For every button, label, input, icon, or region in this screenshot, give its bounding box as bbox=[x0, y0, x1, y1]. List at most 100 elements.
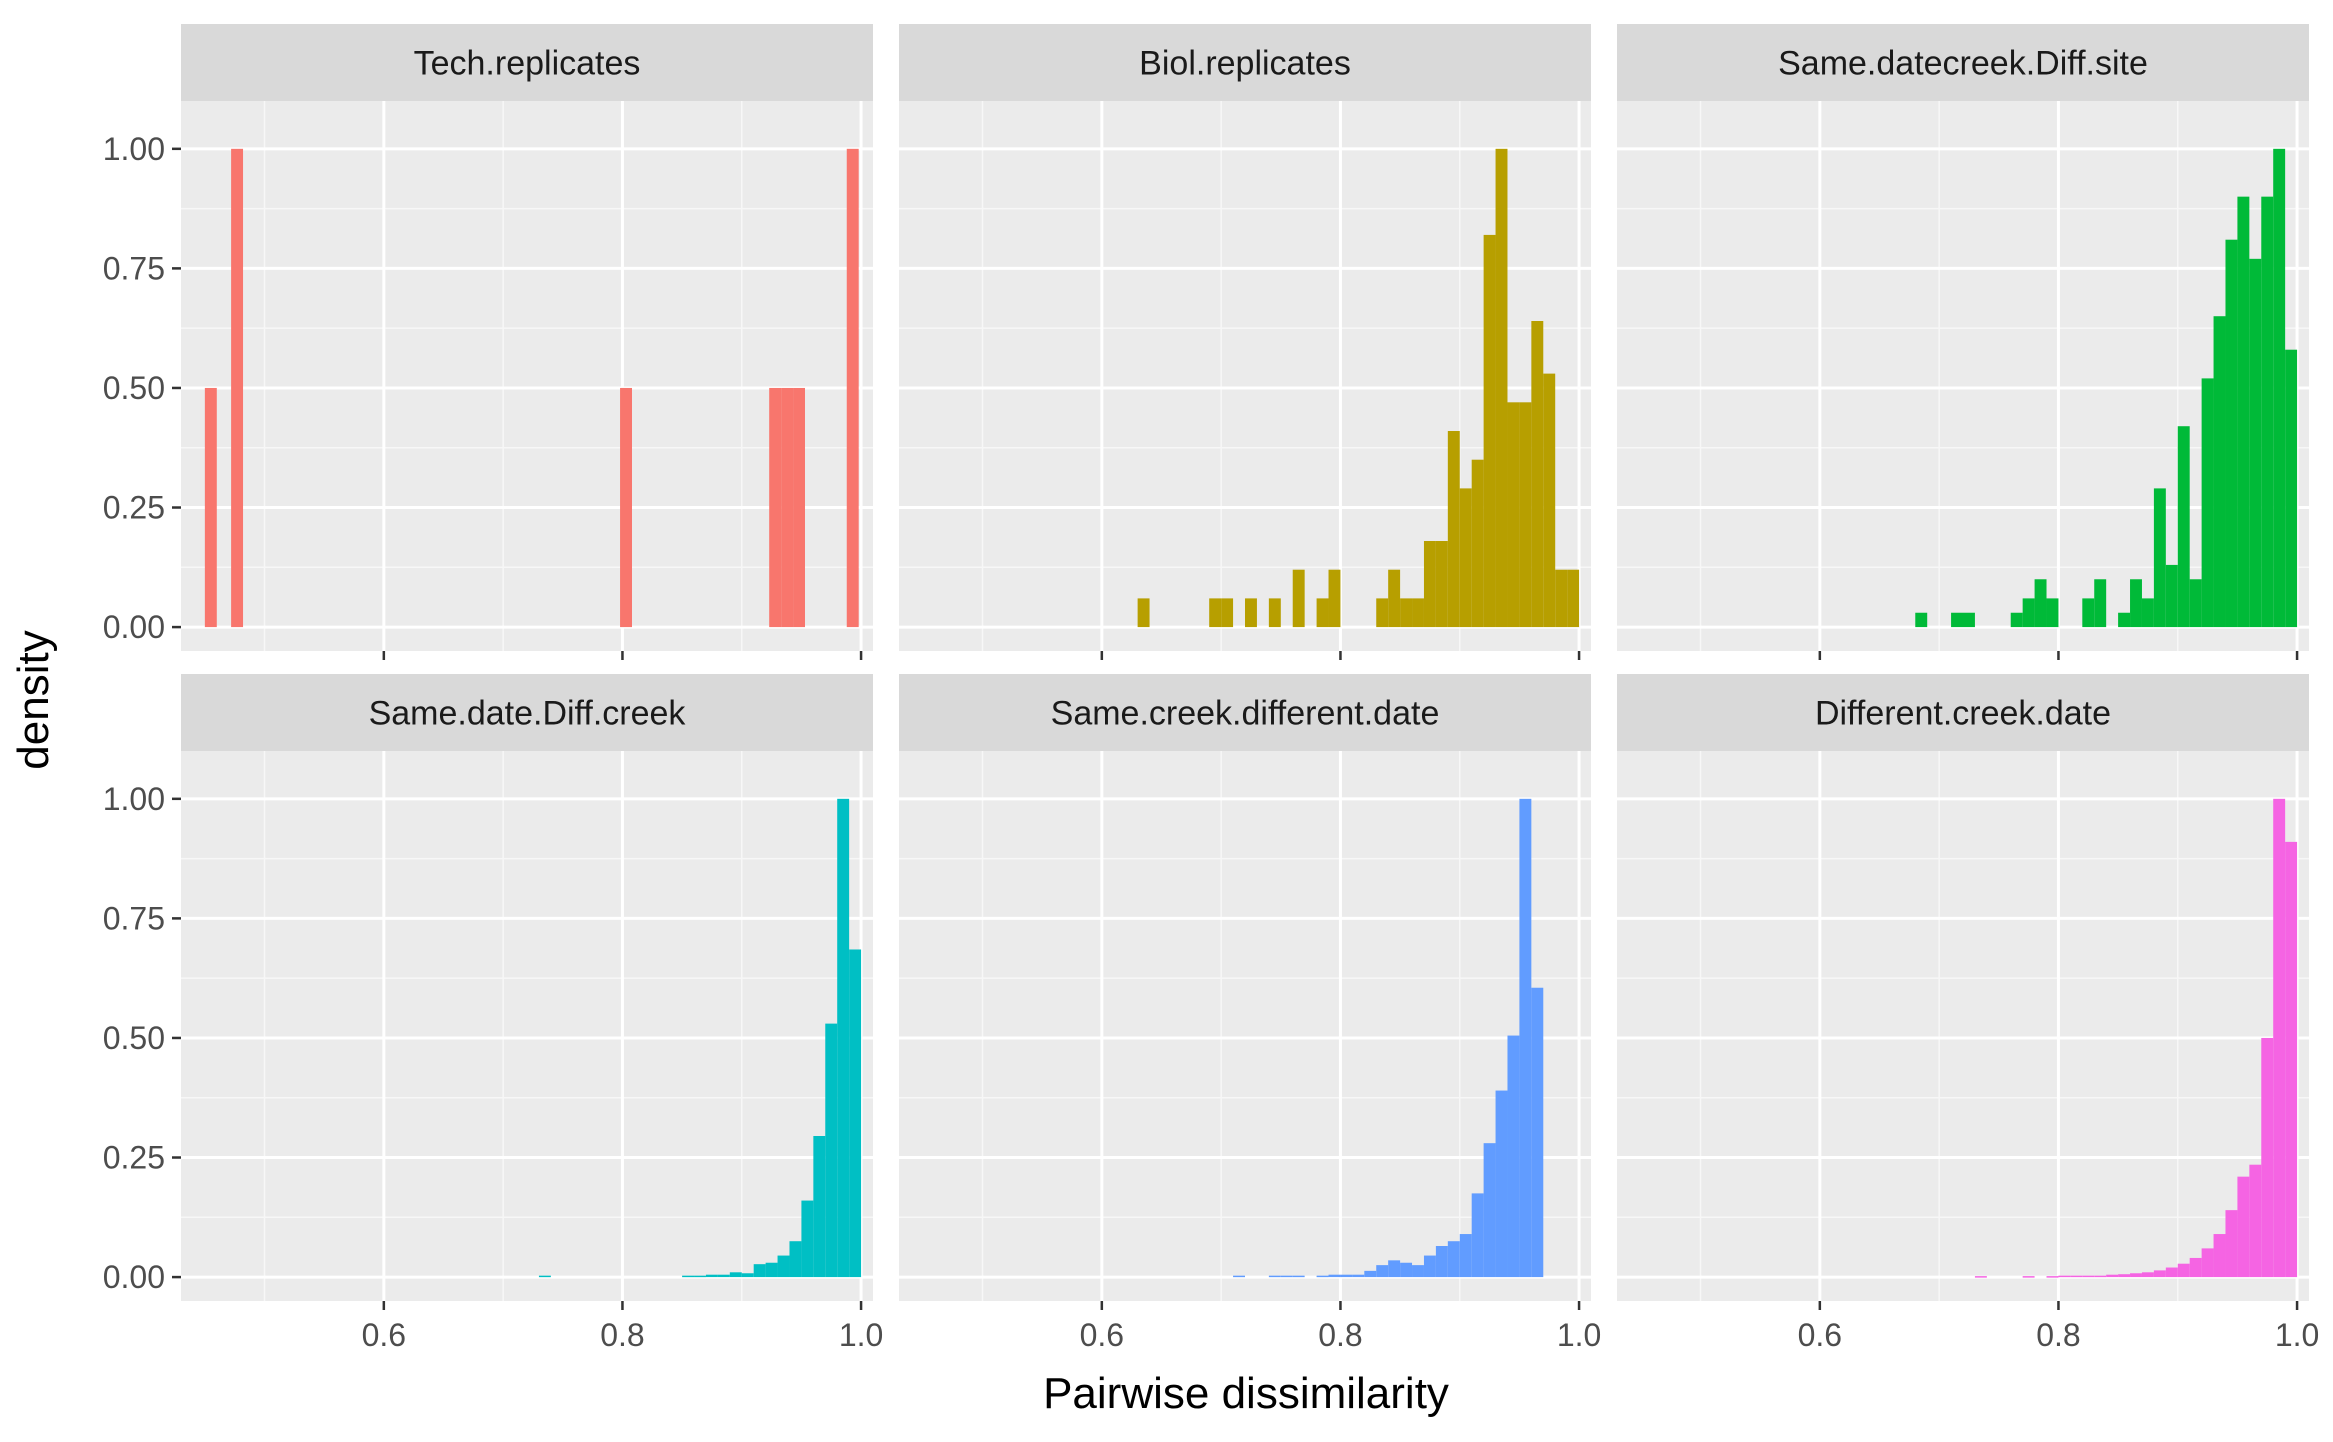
histogram-bar bbox=[1951, 612, 1963, 628]
histogram-bar bbox=[1974, 1276, 1987, 1278]
plot-background bbox=[1617, 751, 2309, 1301]
histogram-bar bbox=[2106, 1274, 2119, 1278]
histogram-bar bbox=[1507, 1035, 1520, 1278]
histogram-bar bbox=[2022, 1276, 2035, 1278]
histogram-bar bbox=[2285, 349, 2298, 628]
histogram-bar bbox=[2261, 196, 2274, 628]
x-tick-label: 0.6 bbox=[362, 1317, 406, 1353]
histogram-bar bbox=[2165, 564, 2178, 628]
histogram-bar bbox=[813, 1136, 826, 1278]
histogram-bar bbox=[1519, 798, 1532, 1278]
histogram-bar bbox=[825, 1023, 838, 1278]
histogram-bar bbox=[538, 1275, 551, 1278]
facet-panel: Same.date.Diff.creek bbox=[181, 674, 873, 1301]
histogram-bar bbox=[1316, 1275, 1329, 1278]
histogram-bar bbox=[1400, 1262, 1413, 1278]
histogram-bar bbox=[753, 1264, 766, 1278]
histogram-bars bbox=[1915, 148, 2298, 628]
histogram-bar bbox=[1400, 598, 1413, 628]
histogram-bar bbox=[2130, 579, 2142, 628]
facet-strip bbox=[181, 674, 873, 751]
histogram-bar bbox=[2046, 1276, 2059, 1278]
histogram-bar bbox=[1233, 1275, 1245, 1278]
histogram-bar bbox=[204, 387, 217, 628]
y-tick-label: 1.00 bbox=[103, 781, 165, 817]
x-tick-label: 0.6 bbox=[1798, 1317, 1842, 1353]
histogram-bar bbox=[2225, 239, 2238, 628]
histogram-bar bbox=[2273, 148, 2286, 628]
y-tick-label: 0.25 bbox=[103, 1140, 165, 1176]
y-tick-label: 0.50 bbox=[103, 370, 165, 406]
histogram-bar bbox=[1495, 1090, 1508, 1278]
histogram-bar bbox=[1376, 1265, 1389, 1278]
histogram-bar bbox=[1531, 321, 1544, 628]
x-tick-label: 1.0 bbox=[1557, 1317, 1601, 1353]
histogram-bar bbox=[1567, 569, 1580, 628]
histogram-bar bbox=[1209, 598, 1222, 628]
histogram-bar bbox=[1483, 234, 1496, 628]
histogram-bar bbox=[2141, 1272, 2154, 1278]
histogram-bar bbox=[1543, 373, 1556, 628]
histogram-bar bbox=[1471, 459, 1484, 628]
histogram-bar bbox=[729, 1272, 742, 1278]
histogram-bars bbox=[1137, 148, 1580, 628]
facet-panel: Same.creek.different.date bbox=[899, 674, 1591, 1301]
histogram-bar bbox=[1388, 569, 1401, 628]
histogram-bar bbox=[231, 148, 244, 628]
facet-panel: Same.datecreek.Diff.site bbox=[1617, 24, 2309, 651]
facet-strip-label: Same.creek.different.date bbox=[1051, 695, 1440, 733]
histogram-bar bbox=[1507, 402, 1520, 628]
histogram-bar bbox=[2189, 579, 2202, 628]
y-tick-label: 0.75 bbox=[103, 250, 165, 286]
histogram-bar bbox=[741, 1273, 754, 1278]
histogram-bar bbox=[2189, 1257, 2202, 1278]
histogram-bar bbox=[849, 949, 862, 1278]
y-axis-labels: 0.00 0.25 0.50 0.75 1.00 0.00 0.25 0.50 0.75 1.00 bbox=[103, 131, 181, 1295]
histogram-bar bbox=[1963, 612, 1975, 628]
histogram-bar bbox=[2201, 378, 2214, 628]
histogram-bar bbox=[2177, 1263, 2190, 1278]
grid-lines bbox=[1617, 101, 2309, 651]
histogram-bar bbox=[1292, 569, 1305, 628]
histogram-bar bbox=[2285, 841, 2298, 1278]
histogram-bar bbox=[1412, 1265, 1424, 1278]
y-tick-label: 0.00 bbox=[103, 1259, 165, 1295]
x-tick-label: 0.6 bbox=[1080, 1317, 1124, 1353]
histogram-bar bbox=[2153, 488, 2166, 628]
y-tick-label: 0.75 bbox=[103, 900, 165, 936]
histogram-bar bbox=[1495, 148, 1508, 628]
histogram-bar bbox=[1915, 612, 1928, 628]
histogram-bar bbox=[1447, 1241, 1460, 1278]
facet-panel: Tech.replicates bbox=[181, 24, 873, 651]
y-tick-label: 0.50 bbox=[103, 1020, 165, 1056]
facet-strip-label: Same.date.Diff.creek bbox=[369, 695, 687, 733]
histogram-bar bbox=[2118, 1274, 2131, 1278]
facet-strip bbox=[1617, 674, 2309, 751]
facet-strip-label: Same.datecreek.Diff.site bbox=[1778, 45, 2148, 83]
histogram-bar bbox=[2082, 598, 2095, 628]
histogram-bar bbox=[793, 387, 805, 628]
facet-strip-label: Tech.replicates bbox=[414, 45, 641, 83]
histogram-bar bbox=[2237, 1176, 2250, 1278]
histogram-bar bbox=[2141, 598, 2154, 628]
facet-strip-label: Different.creek.date bbox=[1815, 695, 2111, 733]
histogram-bar bbox=[2153, 1270, 2166, 1278]
grid-lines bbox=[1617, 751, 2309, 1301]
x-tick-label: 1.0 bbox=[2275, 1317, 2319, 1353]
histogram-bar bbox=[2237, 196, 2250, 628]
histogram-bar bbox=[1268, 1275, 1281, 1278]
histogram-bar bbox=[2177, 426, 2190, 628]
histogram-bar bbox=[2010, 612, 2023, 628]
histogram-bar bbox=[1471, 1193, 1484, 1278]
facet-strip bbox=[1617, 24, 2309, 101]
x-tick-label: 0.8 bbox=[1318, 1317, 1362, 1353]
histogram-bar bbox=[2058, 1275, 2071, 1278]
histogram-bars bbox=[204, 148, 859, 628]
histogram-bar bbox=[1459, 488, 1472, 628]
facet-strip bbox=[899, 24, 1591, 101]
grid-lines bbox=[181, 751, 873, 1301]
histogram-bar bbox=[620, 387, 632, 628]
histogram-bar bbox=[1221, 598, 1234, 628]
facet-panel: Different.creek.date bbox=[1617, 674, 2309, 1301]
histogram-bar bbox=[2034, 579, 2047, 628]
